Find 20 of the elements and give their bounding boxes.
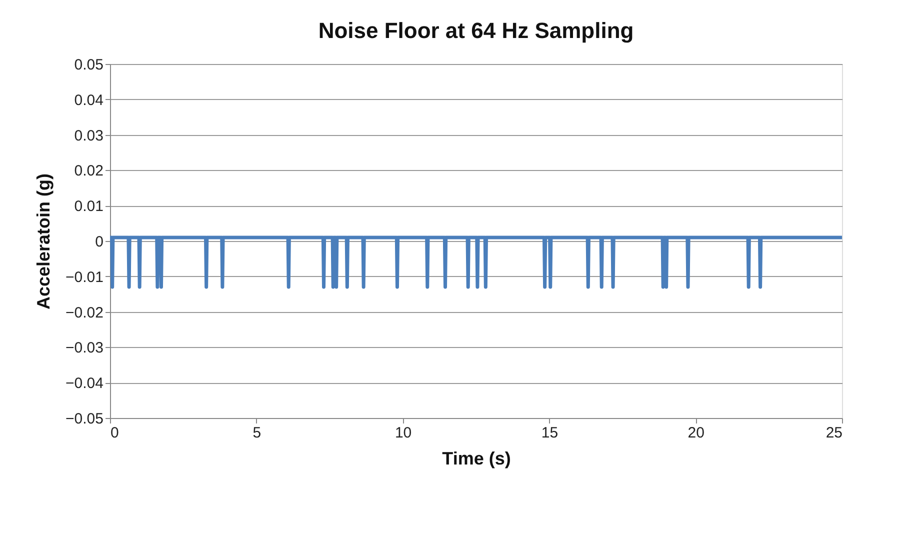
x-tick-label: 10 (394, 424, 412, 442)
y-tick-label: 0.03 (74, 127, 104, 144)
x-tick-label: 25 (826, 424, 842, 442)
x-axis-title: Time (s) (442, 448, 511, 468)
y-tick-label: 0.05 (74, 56, 104, 74)
y-tick-label: −0.03 (66, 340, 104, 357)
y-tick-label: −0.05 (66, 410, 104, 428)
y-tick-label: 0.02 (74, 162, 104, 180)
x-tick-label: 0 (110, 424, 119, 442)
x-tick-label: 15 (541, 424, 558, 442)
y-axis-title: Acceleratoin (g) (34, 173, 54, 310)
y-tick-label: −0.04 (66, 375, 104, 392)
x-tick-label: 20 (688, 424, 704, 442)
x-tick-label: 5 (252, 424, 262, 442)
y-tick-label: 0.04 (74, 92, 104, 109)
chart-title: Noise Floor at 64 Hz Sampling (318, 18, 634, 43)
y-tick-label: 0.01 (74, 198, 104, 216)
y-tick-label: −0.02 (66, 304, 104, 322)
y-tick-label: 0 (95, 234, 104, 250)
y-tick-label: −0.01 (66, 268, 104, 286)
